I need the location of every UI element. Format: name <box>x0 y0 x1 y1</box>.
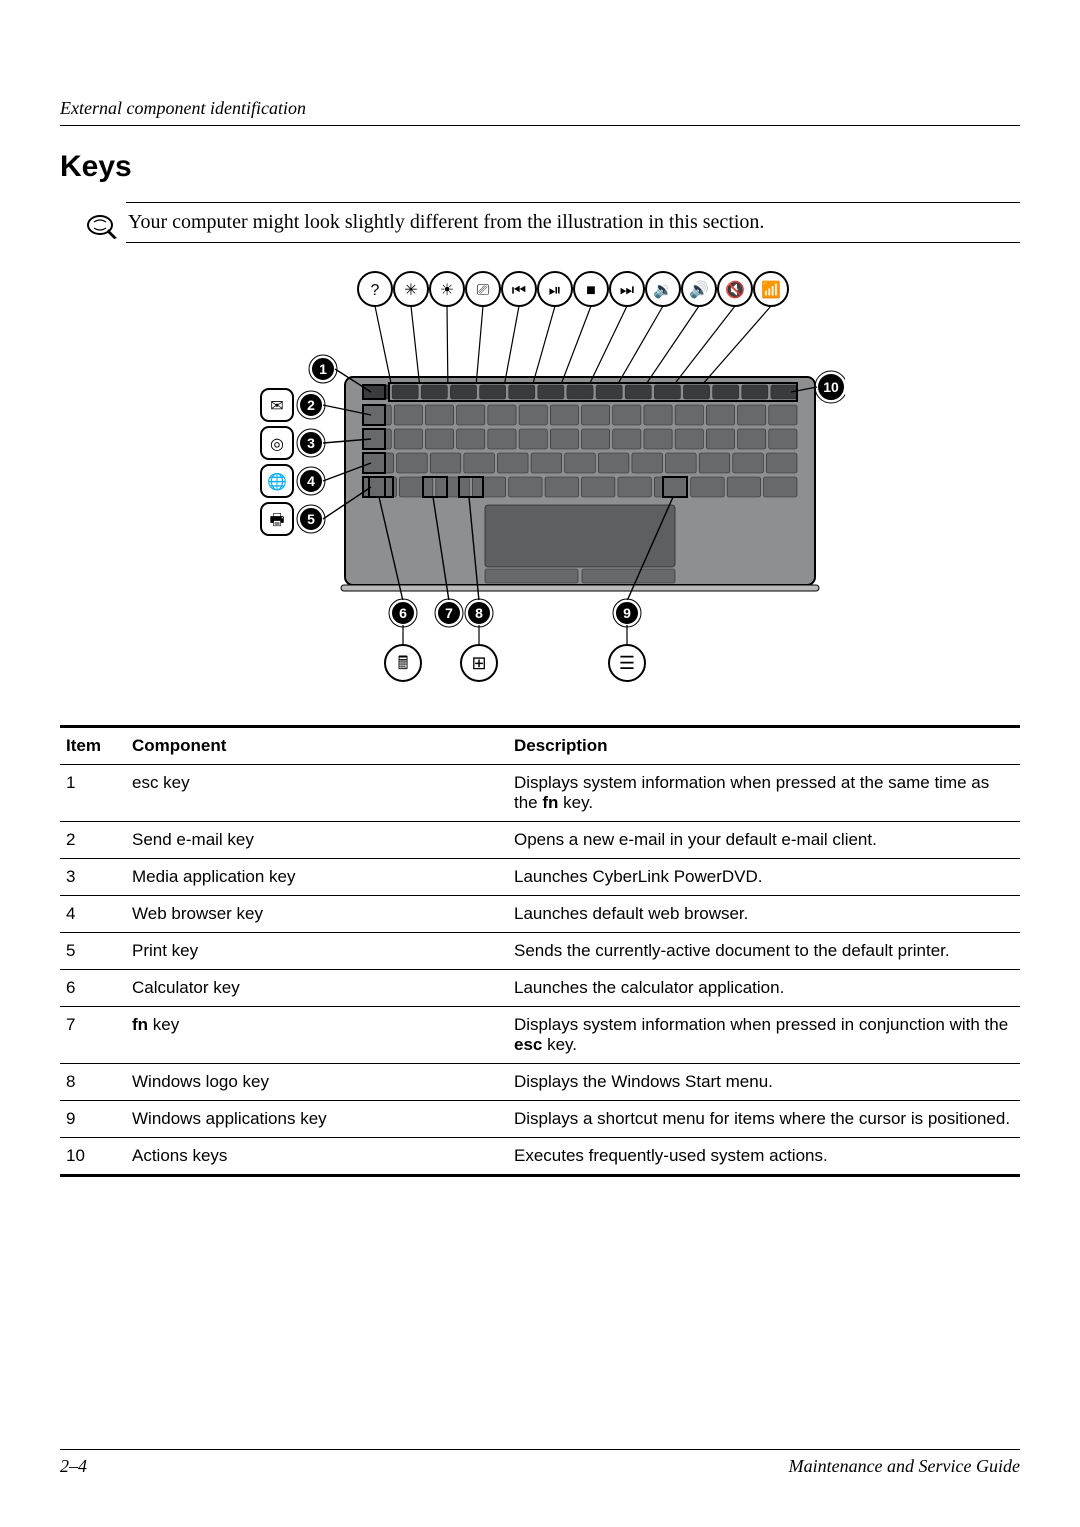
col-header-component: Component <box>126 727 508 765</box>
cell-description: Launches CyberLink PowerDVD. <box>508 859 1020 896</box>
cell-component: Send e-mail key <box>126 822 508 859</box>
media-icon-glyph: ◎ <box>270 436 284 453</box>
cell-component: Windows applications key <box>126 1101 508 1138</box>
components-table: Item Component Description 1esc keyDispl… <box>60 725 1020 1177</box>
cell-description: Displays a shortcut menu for items where… <box>508 1101 1020 1138</box>
cell-item: 2 <box>60 822 126 859</box>
table-row: 8Windows logo keyDisplays the Windows St… <box>60 1064 1020 1101</box>
table-row: 9Windows applications keyDisplays a shor… <box>60 1101 1020 1138</box>
footer-guide-title: Maintenance and Service Guide <box>789 1456 1020 1477</box>
print-icon-glyph: 🖶 <box>269 512 284 529</box>
previous-track-icon-glyph: ⏮ <box>512 282 526 299</box>
cell-component: Windows logo key <box>126 1064 508 1101</box>
table-row: 2Send e-mail keyOpens a new e-mail in yo… <box>60 822 1020 859</box>
cell-item: 9 <box>60 1101 126 1138</box>
note-pencil-icon <box>86 202 126 245</box>
context-menu-icon-glyph: ☰ <box>619 653 635 673</box>
svg-text:1: 1 <box>319 361 327 377</box>
table-row: 4Web browser keyLaunches default web bro… <box>60 896 1020 933</box>
cell-item: 5 <box>60 933 126 970</box>
section-title: Keys <box>60 150 1020 184</box>
cell-description: Opens a new e-mail in your default e-mai… <box>508 822 1020 859</box>
help-icon-glyph: ? <box>371 282 380 299</box>
cell-description: Executes frequently-used system actions. <box>508 1138 1020 1176</box>
switch-display-icon-glyph: ⎚ <box>477 282 490 299</box>
keys-diagram: ? ✳ ☀ ⎚ ⏮ ⏯ ■ ⏭ 🔉 🔊 🔇 📶 1 ✉ 2 ◎ 3 🌐 4 🖶 5 10 6 🖩 7 8 ⊞ 9 ☰ <box>235 265 845 695</box>
cell-component: Print key <box>126 933 508 970</box>
cell-description: Displays system information when pressed… <box>508 765 1020 822</box>
calculator-icon-glyph: 🖩 <box>398 653 409 673</box>
table-row: 5Print keySends the currently-active doc… <box>60 933 1020 970</box>
cell-component: fn key <box>126 1007 508 1064</box>
next-track-icon-glyph: ⏭ <box>620 282 634 299</box>
svg-text:5: 5 <box>307 511 315 527</box>
volume-down-icon-glyph: 🔉 <box>653 282 673 299</box>
cell-item: 7 <box>60 1007 126 1064</box>
table-row: 6Calculator keyLaunches the calculator a… <box>60 970 1020 1007</box>
cell-item: 3 <box>60 859 126 896</box>
cell-item: 10 <box>60 1138 126 1176</box>
note-text: Your computer might look slightly differ… <box>128 211 1018 234</box>
cell-item: 1 <box>60 765 126 822</box>
cell-description: Launches default web browser. <box>508 896 1020 933</box>
table-row: 10Actions keysExecutes frequently-used s… <box>60 1138 1020 1176</box>
svg-text:8: 8 <box>475 605 483 621</box>
brightness-up-icon-glyph: ☀ <box>440 282 454 299</box>
svg-text:7: 7 <box>445 605 453 621</box>
windows-logo-icon-glyph: ⊞ <box>471 653 486 673</box>
col-header-description: Description <box>508 727 1020 765</box>
cell-item: 4 <box>60 896 126 933</box>
running-head: External component identification <box>60 98 1020 126</box>
cell-component: esc key <box>126 765 508 822</box>
cell-component: Actions keys <box>126 1138 508 1176</box>
cell-description: Launches the calculator application. <box>508 970 1020 1007</box>
cell-description: Displays the Windows Start menu. <box>508 1064 1020 1101</box>
brightness-down-icon-glyph: ✳ <box>404 282 417 299</box>
cell-component: Web browser key <box>126 896 508 933</box>
cell-component: Calculator key <box>126 970 508 1007</box>
cell-description: Sends the currently-active document to t… <box>508 933 1020 970</box>
cell-item: 8 <box>60 1064 126 1101</box>
cell-description: Displays system information when pressed… <box>508 1007 1020 1064</box>
svg-text:9: 9 <box>623 605 631 621</box>
play-pause-icon-glyph: ⏯ <box>549 282 562 299</box>
volume-up-icon-glyph: 🔊 <box>689 280 709 299</box>
web-icon-glyph: 🌐 <box>267 472 287 491</box>
svg-text:4: 4 <box>307 473 315 489</box>
table-row: 7fn keyDisplays system information when … <box>60 1007 1020 1064</box>
table-row: 3Media application keyLaunches CyberLink… <box>60 859 1020 896</box>
stop-icon-glyph: ■ <box>586 282 596 299</box>
col-header-item: Item <box>60 727 126 765</box>
svg-text:6: 6 <box>399 605 407 621</box>
note-block: Your computer might look slightly differ… <box>86 202 1020 245</box>
svg-text:10: 10 <box>823 379 839 395</box>
table-row: 1esc keyDisplays system information when… <box>60 765 1020 822</box>
svg-text:2: 2 <box>307 397 315 413</box>
cell-item: 6 <box>60 970 126 1007</box>
footer-page-number: 2–4 <box>60 1456 87 1477</box>
cell-component: Media application key <box>126 859 508 896</box>
email-icon-glyph: ✉ <box>270 398 283 415</box>
wireless-icon-glyph: 📶 <box>761 280 781 299</box>
svg-text:3: 3 <box>307 435 315 451</box>
mute-icon-glyph: 🔇 <box>725 280 745 299</box>
